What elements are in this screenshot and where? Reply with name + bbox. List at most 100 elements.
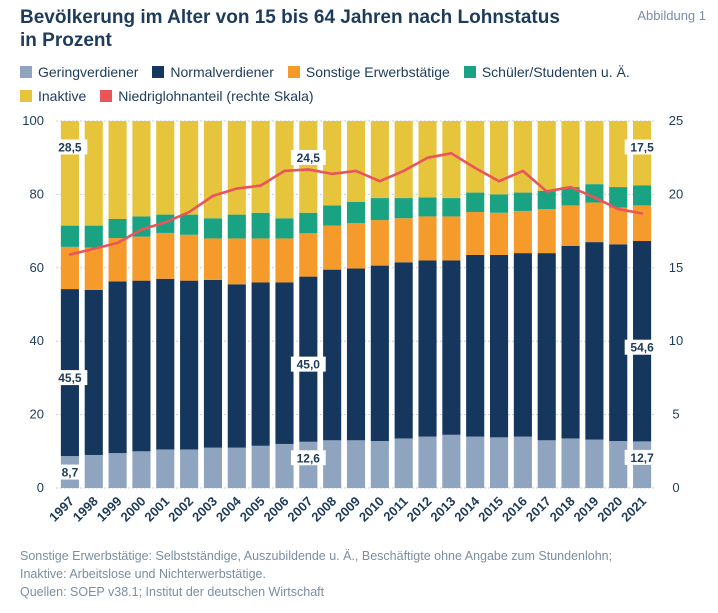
bar-segment-schueler [394, 198, 413, 219]
bar-segment-schueler [513, 192, 532, 211]
right-tick-label: 20 [669, 186, 683, 201]
x-tick-label: 2013 [427, 494, 458, 525]
right-tick-label: 15 [669, 260, 683, 275]
bar-segment-schueler [275, 218, 294, 239]
bar-segment-sonstige [299, 233, 318, 277]
bar-segment-sonstige [489, 212, 509, 255]
legend-swatch-sonstige [287, 66, 300, 78]
bar-segment-inaktive [251, 121, 270, 213]
bar-segment-inaktive [561, 121, 580, 188]
bar-segment-inaktive [323, 121, 342, 206]
legend-label-geringverdiener: Geringverdiener [38, 64, 139, 80]
bar-segment-normalverdiener [585, 242, 604, 440]
line-point [617, 207, 620, 211]
bar-segment-inaktive [370, 121, 389, 199]
bar-segment-schueler [633, 185, 652, 206]
data-label: 45,0 [297, 358, 321, 372]
line-point [497, 179, 501, 183]
bar-segment-sonstige [84, 247, 103, 290]
bar-segment-normalverdiener [275, 282, 294, 444]
legend-item-schueler: Schüler/Studenten u. Ä. [463, 64, 630, 80]
bar-segment-normalverdiener [84, 289, 103, 455]
legend-swatch-normalverdiener [152, 66, 165, 78]
bar-segment-normalverdiener [418, 260, 437, 437]
x-tick-label: 2001 [141, 494, 172, 525]
data-label: 12,6 [297, 451, 321, 465]
bar-segment-schueler [227, 214, 246, 239]
left-tick-label: 80 [30, 186, 44, 201]
x-tick-label: 2009 [332, 494, 363, 525]
bar-segment-sonstige [60, 246, 79, 290]
bar-segment-sonstige [466, 212, 485, 255]
bar-segment-schueler [251, 212, 270, 239]
right-tick-label: 5 [672, 407, 679, 422]
bar-segment-sonstige [633, 205, 652, 242]
line-point [259, 184, 262, 187]
bar-segment-normalverdiener [203, 279, 223, 448]
bar-segment-schueler [203, 218, 223, 239]
x-tick-label: 2010 [356, 494, 387, 525]
bar-segment-sonstige [275, 238, 294, 283]
line-point [378, 179, 382, 183]
bar-segment-geringverdiener [227, 447, 246, 488]
bar-segment-inaktive [203, 121, 223, 219]
bar-segment-sonstige [251, 238, 270, 283]
data-label: 24,5 [297, 151, 321, 165]
bar-segment-inaktive [466, 121, 485, 193]
bar-segment-geringverdiener [466, 436, 485, 488]
bar-segment-sonstige [203, 238, 223, 280]
bar-segment-inaktive [513, 121, 532, 193]
bar-segment-inaktive [489, 121, 509, 195]
legend-item-inaktive: Inaktive [20, 88, 86, 104]
x-tick-label: 2000 [118, 494, 149, 525]
bar-segment-inaktive [180, 121, 199, 215]
bar-segment-geringverdiener [132, 451, 151, 488]
bar-segment-inaktive [609, 121, 628, 188]
bar-segment-normalverdiener [537, 253, 556, 441]
x-tick-label: 2015 [475, 494, 506, 525]
bar-segment-geringverdiener [108, 453, 127, 488]
low-wage-line [68, 151, 644, 256]
legend-label-schueler: Schüler/Studenten u. Ä. [481, 64, 630, 80]
x-tick-label: 2014 [451, 493, 483, 525]
left-tick-label: 0 [37, 480, 44, 495]
right-tick-label: 10 [669, 333, 683, 348]
x-tick-label: 2018 [547, 494, 578, 525]
data-label: 28,5 [58, 141, 82, 155]
data-label-box [56, 464, 84, 480]
x-tick-label: 2012 [404, 494, 435, 525]
bar-segment-normalverdiener [156, 278, 175, 450]
bar-segment-normalverdiener [394, 262, 413, 439]
bar-segment-geringverdiener [513, 436, 532, 488]
bar-segment-schueler [84, 225, 103, 248]
chart-notes: Sonstige Erwerbstätige: Selbstständige, … [20, 547, 612, 601]
legend-label-inaktive: Inaktive [38, 88, 87, 104]
line-point [235, 187, 238, 190]
bar-segment-inaktive [156, 121, 175, 215]
bar-segment-sonstige [442, 216, 461, 261]
line-point [593, 196, 596, 199]
bar-segment-schueler [609, 187, 628, 208]
line-point [164, 221, 167, 224]
bar-segment-inaktive [227, 121, 246, 215]
bar-segment-normalverdiener [346, 268, 366, 441]
bar-segment-geringverdiener [418, 436, 437, 488]
data-label-box [52, 370, 88, 386]
bar-segment-schueler [466, 192, 485, 213]
bar-segment-normalverdiener [108, 281, 127, 454]
line-point [426, 156, 429, 159]
legend-label-normalverdiener: Normalverdiener [170, 64, 274, 80]
data-label: 54,6 [630, 341, 654, 355]
legend-label-sonstige: Sonstige Erwerbstätige [305, 64, 450, 80]
line-point [211, 194, 215, 198]
x-tick-label: 1997 [46, 494, 77, 525]
bar-segment-normalverdiener [489, 254, 509, 438]
title-line-2: in Prozent [20, 30, 112, 51]
bar-segment-sonstige [227, 238, 246, 285]
bar-segment-inaktive [132, 121, 151, 217]
legend-item-niedriglohn: Niedriglohnanteil (rechte Skala) [100, 88, 314, 104]
left-axis: 0 20 40 60 80 100 [22, 113, 44, 495]
bar-segment-geringverdiener [346, 440, 366, 488]
bar-segment-schueler [418, 197, 437, 217]
x-tick-label: 2017 [523, 494, 554, 525]
